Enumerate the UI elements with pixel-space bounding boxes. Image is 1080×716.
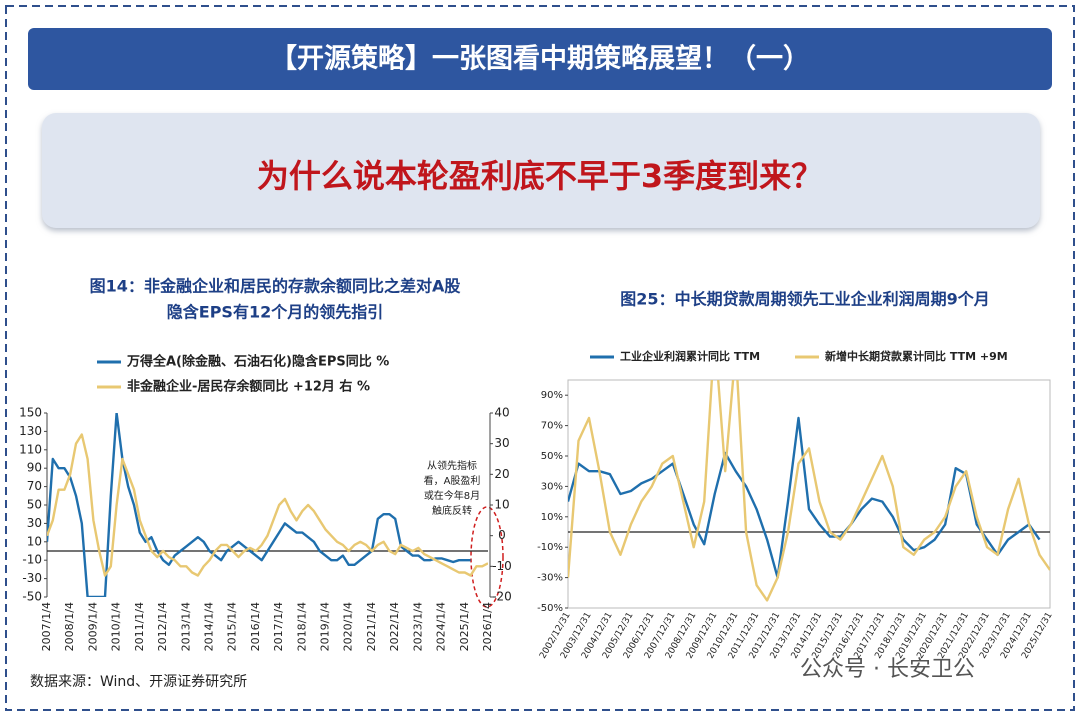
x-tick-label: 2016/1/4 <box>249 602 262 651</box>
y-tick-label: 130 <box>19 424 42 438</box>
highlight-ellipse <box>470 506 504 608</box>
y2-tick-label: -10 <box>492 559 512 573</box>
x-tick-label: 2009/1/4 <box>86 602 99 651</box>
y-tick-label: 110 <box>19 442 42 456</box>
y-tick-label: -10 <box>22 553 42 567</box>
x-tick-label: 2011/1/4 <box>133 602 146 651</box>
x-tick-label: 2021/1/4 <box>365 602 378 651</box>
x-tick-label: 2026/1/4 <box>481 602 494 651</box>
x-tick-label: 2012/1/4 <box>156 602 169 651</box>
y-tick-label: 150 <box>19 406 42 420</box>
series-line <box>47 433 488 577</box>
y2-tick-label: 20 <box>494 467 509 481</box>
question: 为什么说本轮盈利底不早于3季度到来？ <box>257 157 823 195</box>
y-tick-label: -30 <box>22 571 42 585</box>
legend-label: 非金融企业-居民存余额同比 +12月 右 % <box>127 379 370 395</box>
y-tick-label: 10 <box>27 534 42 548</box>
header-bar <box>28 28 1052 90</box>
y2-tick-label: 0 <box>498 528 506 542</box>
y-tick-label: 90% <box>541 390 563 401</box>
plot-frame <box>567 379 1051 609</box>
series-line <box>568 380 1050 602</box>
chart-title: 图14：非金融企业和居民的存款余额同比之差对A股 <box>90 277 462 296</box>
y-tick-label: 50% <box>541 451 563 462</box>
x-tick-label: 2022/1/4 <box>388 602 401 651</box>
series-line <box>568 416 1041 579</box>
y-tick-label: 70 <box>27 479 42 493</box>
annotation: 或在今年8月 <box>424 489 480 502</box>
x-tick-label: 2010/1/4 <box>110 602 123 651</box>
y2-tick-label: -20 <box>492 590 512 604</box>
x-tick-label: 2024/1/4 <box>435 602 448 651</box>
y-tick-label: -50 <box>22 590 42 604</box>
y-tick-label: 70% <box>541 421 563 432</box>
annotation: 看，A股盈利 <box>424 474 481 487</box>
y-tick-label: 10% <box>541 512 563 523</box>
x-tick-label: 2008/1/4 <box>63 602 76 651</box>
x-tick-label: 2025/1/4 <box>458 602 471 651</box>
border <box>5 5 1075 711</box>
y-tick-label: 30 <box>27 516 42 530</box>
x-tick-label: 2023/1/4 <box>411 602 424 651</box>
y-tick-label: 50 <box>27 498 42 512</box>
x-tick-label: 2017/1/4 <box>272 602 285 651</box>
watermark: 公众号 · 长安卫公 <box>800 657 975 682</box>
chart-title: 图25：中长期贷款周期领先工业企业利润周期9个月 <box>620 290 989 309</box>
header-title: 【开源策略】一张图看中期策略展望！（一） <box>270 43 810 75</box>
y-tick-label: -30% <box>537 573 563 584</box>
y2-tick-label: 10 <box>494 498 509 512</box>
chart-title: 隐含EPS有12个月的领先指引 <box>167 303 383 322</box>
legend-label: 万得全A(除金融、石油石化)隐含EPS同比 % <box>126 354 389 370</box>
x-tick-label: 2020/1/4 <box>342 602 355 651</box>
series-line <box>47 413 471 597</box>
x-tick-label: 2015/1/4 <box>226 602 239 651</box>
y-tick-label: 90 <box>27 461 42 475</box>
x-tick-label: 2019/1/4 <box>319 602 332 651</box>
annotation: 触底反转 <box>432 504 472 517</box>
question-box <box>42 113 1040 228</box>
y-tick-label: 30% <box>541 481 563 492</box>
y-tick-label: -50% <box>537 603 563 614</box>
y2-tick-label: 30 <box>494 436 509 450</box>
legend-label: 新增中长期贷款累计同比 TTM +9M <box>825 349 1008 363</box>
annotation: 从领先指标 <box>427 459 477 472</box>
source: 数据来源：Wind、开源证券研究所 <box>30 674 247 690</box>
x-tick-label: 2013/1/4 <box>179 602 192 651</box>
legend-label: 工业企业利润累计同比 TTM <box>620 349 760 363</box>
x-tick-label: 2014/1/4 <box>202 602 215 651</box>
y-tick-label: -10% <box>537 542 563 553</box>
x-tick-label: 2007/1/4 <box>40 602 53 651</box>
y2-tick-label: 40 <box>494 406 509 420</box>
x-tick-label: 2018/1/4 <box>295 602 308 651</box>
